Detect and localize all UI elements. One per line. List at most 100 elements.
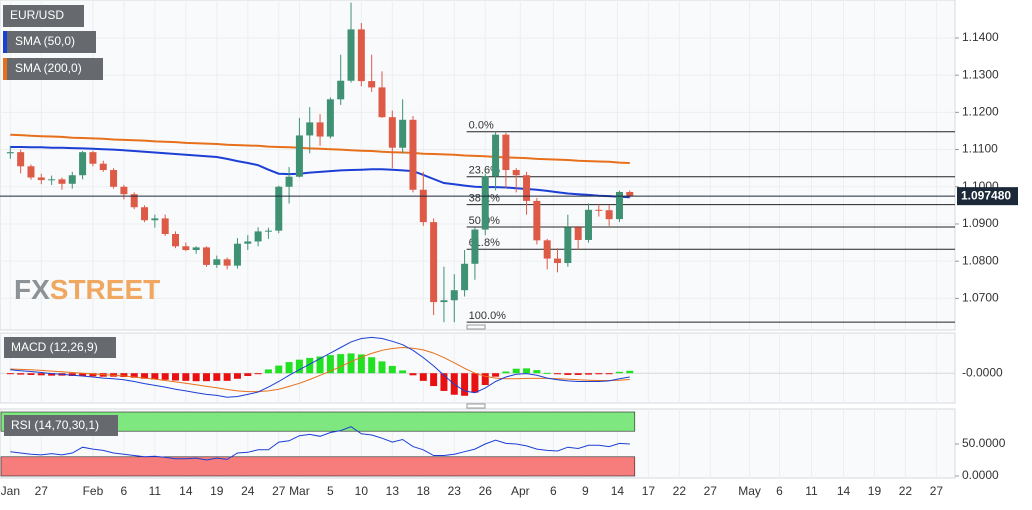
macd-histogram-bar bbox=[357, 354, 365, 374]
candle-body bbox=[481, 176, 489, 230]
x-tick-label: 6 bbox=[776, 484, 783, 498]
x-tick-label: 14 bbox=[179, 484, 193, 498]
macd-histogram-bar bbox=[17, 373, 25, 375]
last-price-label: 1.097480 bbox=[961, 188, 1011, 202]
y-tick-label: 1.1400 bbox=[962, 30, 999, 44]
candle-body bbox=[223, 259, 231, 266]
legend-label: SMA (50,0) bbox=[15, 34, 75, 48]
candle-body bbox=[492, 134, 500, 177]
x-tick-label: 11 bbox=[149, 484, 162, 498]
macd-histogram-bar bbox=[192, 373, 200, 382]
x-tick-label: 27 bbox=[35, 484, 49, 498]
macd-histogram-bar bbox=[523, 368, 531, 374]
candle-body bbox=[471, 229, 479, 264]
x-tick-label: 27 bbox=[272, 484, 286, 498]
macd-histogram-bar bbox=[6, 373, 14, 375]
macd-histogram-bar bbox=[141, 373, 149, 379]
macd-histogram-bar bbox=[275, 365, 283, 374]
candle-body bbox=[182, 246, 190, 251]
macd-histogram-bar bbox=[79, 373, 87, 376]
candle-body bbox=[68, 175, 76, 184]
macd-histogram-bar bbox=[223, 373, 231, 381]
legend-label: SMA (200,0) bbox=[15, 61, 82, 75]
x-tick-label: 18 bbox=[417, 484, 431, 498]
candle-body bbox=[48, 179, 56, 181]
sma-line bbox=[10, 133, 630, 164]
x-tick-label: 23 bbox=[448, 484, 462, 498]
macd-histogram-bar bbox=[202, 373, 210, 382]
candle-body bbox=[554, 258, 562, 264]
candle-body bbox=[461, 263, 469, 291]
x-tick-label: Apr bbox=[511, 484, 530, 498]
macd-histogram-bar bbox=[626, 370, 634, 374]
macd-histogram-bar bbox=[554, 373, 562, 375]
macd-histogram-bar bbox=[213, 373, 221, 381]
watermark: FXSTREET bbox=[14, 274, 160, 305]
candle-body bbox=[306, 122, 314, 136]
macd-histogram-bar bbox=[368, 357, 376, 374]
candle-body bbox=[58, 179, 66, 184]
macd-histogram-bar bbox=[605, 373, 613, 375]
macd-histogram-bar bbox=[295, 359, 303, 374]
oversold-band bbox=[0, 456, 636, 477]
macd-histogram-bar bbox=[461, 373, 469, 396]
macd-histogram-bar bbox=[306, 357, 314, 374]
legend-box bbox=[3, 58, 103, 80]
macd-histogram-bar bbox=[244, 373, 252, 376]
x-tick-label: 26 bbox=[479, 484, 493, 498]
panel-title-box bbox=[4, 337, 116, 358]
macd-histogram-bar bbox=[172, 373, 180, 381]
macd-histogram-bar bbox=[182, 373, 190, 381]
macd-histogram-bar bbox=[533, 370, 541, 374]
macd-histogram-bar bbox=[347, 353, 355, 374]
x-tick-label: 5 bbox=[327, 484, 334, 498]
candle-body bbox=[99, 163, 107, 171]
x-tick-label: 27 bbox=[930, 484, 944, 498]
y-tick-label: 1.1200 bbox=[962, 105, 999, 119]
candle-body bbox=[574, 227, 582, 240]
candle-body bbox=[295, 135, 303, 177]
x-tick-label: 13 bbox=[386, 484, 400, 498]
candle-body bbox=[141, 207, 149, 221]
macd-histogram-bar bbox=[615, 371, 623, 374]
y-tick-label: 1.1300 bbox=[962, 67, 999, 81]
x-tick-label: 11 bbox=[805, 484, 818, 498]
macd-histogram-bar bbox=[378, 361, 386, 374]
x-tick-label: Mar bbox=[289, 484, 310, 498]
legend-swatch bbox=[3, 31, 7, 53]
candle-body bbox=[378, 87, 386, 118]
y-tick-label: -0.0000 bbox=[962, 365, 1003, 379]
candle-body bbox=[233, 243, 241, 266]
x-tick-label: 22 bbox=[673, 484, 687, 498]
candle-body bbox=[512, 170, 520, 176]
macd-histogram-bar bbox=[337, 354, 345, 374]
candle-body bbox=[595, 209, 603, 211]
x-tick-label: 9 bbox=[582, 484, 589, 498]
macd-histogram-bar bbox=[27, 373, 35, 375]
x-tick-label: 14 bbox=[837, 484, 851, 498]
candle-body bbox=[543, 240, 551, 259]
macd-histogram-bar bbox=[254, 373, 262, 375]
candle-body bbox=[264, 230, 272, 232]
watermark-part: FX bbox=[14, 274, 50, 305]
candle-body bbox=[120, 186, 128, 195]
macd-histogram-bar bbox=[512, 368, 520, 374]
candle-body bbox=[161, 218, 169, 235]
main-panel bbox=[0, 0, 956, 331]
x-tick-label: 10 bbox=[355, 484, 369, 498]
symbol-title: EUR/USD bbox=[10, 8, 64, 22]
macd-histogram-bar bbox=[120, 373, 128, 378]
macd-histogram-bar bbox=[430, 373, 438, 387]
candle-body bbox=[275, 186, 283, 231]
candle-body bbox=[584, 209, 592, 240]
candle-body bbox=[285, 176, 293, 187]
macd-histogram-bar bbox=[316, 356, 324, 374]
resize-handle[interactable] bbox=[466, 324, 486, 330]
legend-swatch bbox=[3, 58, 7, 80]
x-tick-label: 6 bbox=[550, 484, 557, 498]
resize-handle[interactable] bbox=[466, 403, 486, 409]
macd-histogram-bar bbox=[409, 373, 417, 376]
candle-body bbox=[605, 210, 613, 220]
overbought-band bbox=[0, 411, 636, 432]
